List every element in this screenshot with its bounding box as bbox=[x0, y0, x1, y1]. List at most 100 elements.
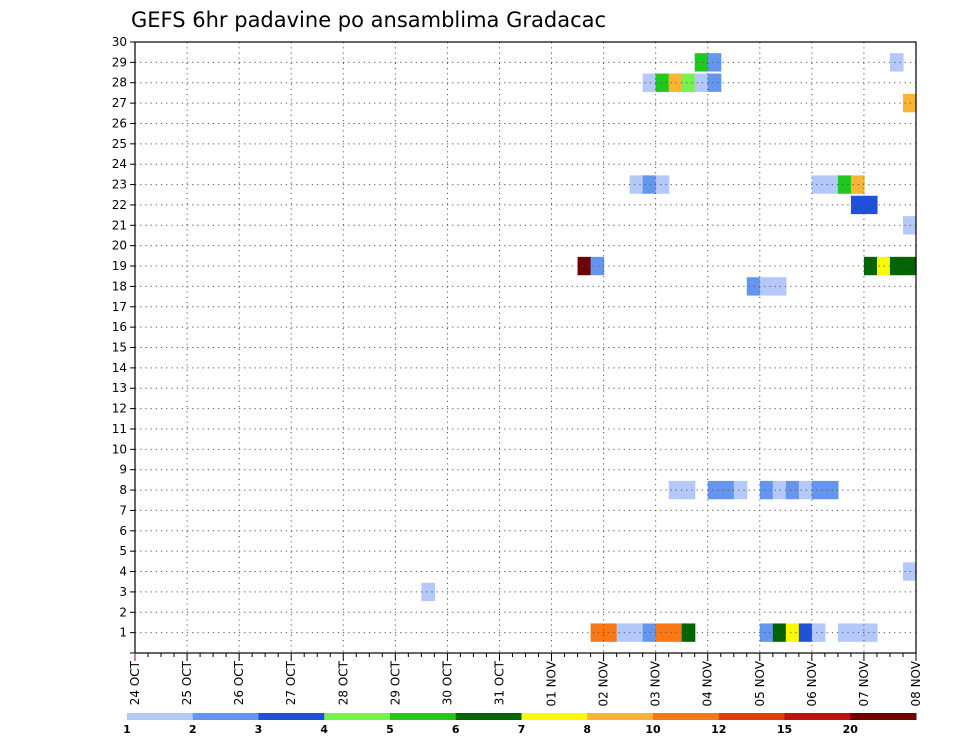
precip-cell bbox=[811, 175, 826, 194]
legend-swatch bbox=[455, 713, 522, 720]
y-tick-label: 7 bbox=[119, 503, 127, 517]
legend-swatch bbox=[521, 713, 588, 720]
precip-cell bbox=[759, 480, 774, 500]
precip-cell bbox=[629, 623, 644, 642]
x-tick-label: 30 OCT bbox=[440, 660, 454, 705]
precip-cell bbox=[824, 480, 839, 500]
precip-cell bbox=[707, 53, 722, 72]
precip-cell bbox=[707, 73, 722, 92]
x-tick-label: 01 NOV bbox=[545, 660, 559, 706]
y-tick-label: 28 bbox=[112, 76, 127, 90]
legend-label: 4 bbox=[320, 723, 328, 736]
legend-label: 10 bbox=[645, 723, 661, 736]
precip-cell bbox=[772, 623, 787, 642]
x-tick-label: 28 OCT bbox=[336, 660, 350, 705]
legend-swatch bbox=[390, 713, 457, 720]
x-tick-label: 27 OCT bbox=[284, 660, 298, 705]
precip-cell bbox=[668, 623, 683, 642]
precip-cell bbox=[850, 175, 865, 194]
precip-cell bbox=[681, 623, 696, 642]
precip-cell bbox=[837, 175, 852, 194]
y-tick-label: 3 bbox=[119, 585, 127, 599]
legend-swatch bbox=[718, 713, 785, 720]
y-tick-label: 11 bbox=[112, 422, 127, 436]
y-tick-label: 8 bbox=[119, 483, 127, 497]
precip-cell bbox=[655, 73, 670, 92]
precip-cell bbox=[902, 256, 917, 276]
x-tick-label: 29 OCT bbox=[388, 660, 402, 705]
precip-cell bbox=[681, 73, 696, 92]
precip-cell bbox=[421, 582, 435, 602]
legend-label: 7 bbox=[518, 723, 526, 736]
y-tick-label: 18 bbox=[112, 279, 127, 293]
precip-cell bbox=[694, 53, 709, 72]
x-tick-label: 24 OCT bbox=[128, 660, 142, 705]
legend-swatch bbox=[324, 713, 391, 720]
precip-cell bbox=[850, 623, 865, 642]
y-tick-label: 14 bbox=[112, 361, 127, 375]
y-tick-label: 30 bbox=[112, 35, 127, 49]
cells-layer bbox=[421, 53, 917, 642]
y-tick-label: 17 bbox=[112, 300, 127, 314]
precip-cell bbox=[889, 53, 904, 72]
x-axis: 24 OCT 25 OCT 26 OCT 27 OCT 28 OCT 29 OCT 30 O… bbox=[128, 653, 923, 707]
precip-cell bbox=[590, 623, 605, 642]
x-tick-label: 03 NOV bbox=[649, 660, 663, 706]
legend-swatch bbox=[192, 713, 259, 720]
y-tick-label: 13 bbox=[112, 381, 127, 395]
y-tick-label: 21 bbox=[112, 218, 127, 232]
precip-cell bbox=[811, 623, 826, 642]
x-tick-label: 05 NOV bbox=[753, 660, 767, 706]
y-tick-label: 15 bbox=[112, 341, 127, 355]
legend-label: 15 bbox=[777, 723, 792, 736]
y-tick-label: 16 bbox=[112, 320, 127, 334]
x-tick-label: 26 OCT bbox=[232, 660, 246, 705]
precip-cell bbox=[577, 256, 592, 276]
y-tick-label: 5 bbox=[119, 544, 127, 558]
y-tick-label: 1 bbox=[119, 626, 127, 640]
precip-cell bbox=[889, 256, 904, 276]
legend-swatch bbox=[653, 713, 720, 720]
precip-cell bbox=[694, 73, 709, 92]
x-tick-label: 02 NOV bbox=[597, 660, 611, 706]
legend-swatch bbox=[587, 713, 654, 720]
y-tick-label: 9 bbox=[119, 463, 127, 477]
y-tick-label: 19 bbox=[112, 259, 127, 273]
legend-label: 1 bbox=[123, 723, 131, 736]
y-tick-label: 2 bbox=[119, 605, 127, 619]
precip-cell bbox=[772, 480, 787, 500]
legend: 1 2 3 4 5 6 7 8 10 12 15 20 bbox=[123, 713, 917, 736]
y-tick-label: 22 bbox=[112, 198, 127, 212]
y-tick-label: 12 bbox=[112, 402, 127, 416]
precip-cell bbox=[824, 175, 839, 194]
precip-cell bbox=[707, 480, 722, 500]
legend-label: 8 bbox=[583, 723, 591, 736]
precip-cell bbox=[902, 216, 917, 235]
y-tick-label: 23 bbox=[112, 178, 127, 192]
precip-cell bbox=[668, 480, 683, 500]
x-tick-label: 25 OCT bbox=[180, 660, 194, 705]
precip-cell bbox=[733, 480, 748, 500]
precip-cell bbox=[642, 73, 657, 92]
precip-cell bbox=[759, 277, 774, 296]
precip-cell bbox=[746, 277, 761, 296]
x-tick-label: 31 OCT bbox=[492, 660, 506, 705]
precip-cell bbox=[759, 623, 774, 642]
precip-cell bbox=[811, 480, 826, 500]
precip-cell bbox=[655, 623, 670, 642]
precip-cell bbox=[902, 562, 917, 581]
precip-cell bbox=[642, 175, 657, 194]
precip-cell bbox=[720, 480, 735, 500]
y-tick-label: 27 bbox=[112, 96, 127, 110]
y-tick-label: 4 bbox=[119, 565, 127, 579]
precip-cell bbox=[798, 623, 813, 642]
x-tick-label: 08 NOV bbox=[909, 660, 923, 706]
x-tick-label: 04 NOV bbox=[701, 660, 715, 706]
precip-cell bbox=[785, 623, 800, 642]
precip-cell bbox=[902, 93, 917, 113]
y-tick-label: 6 bbox=[119, 524, 127, 538]
y-tick-label: 29 bbox=[112, 55, 127, 69]
precip-cell bbox=[616, 623, 631, 642]
precip-cell bbox=[772, 277, 787, 296]
